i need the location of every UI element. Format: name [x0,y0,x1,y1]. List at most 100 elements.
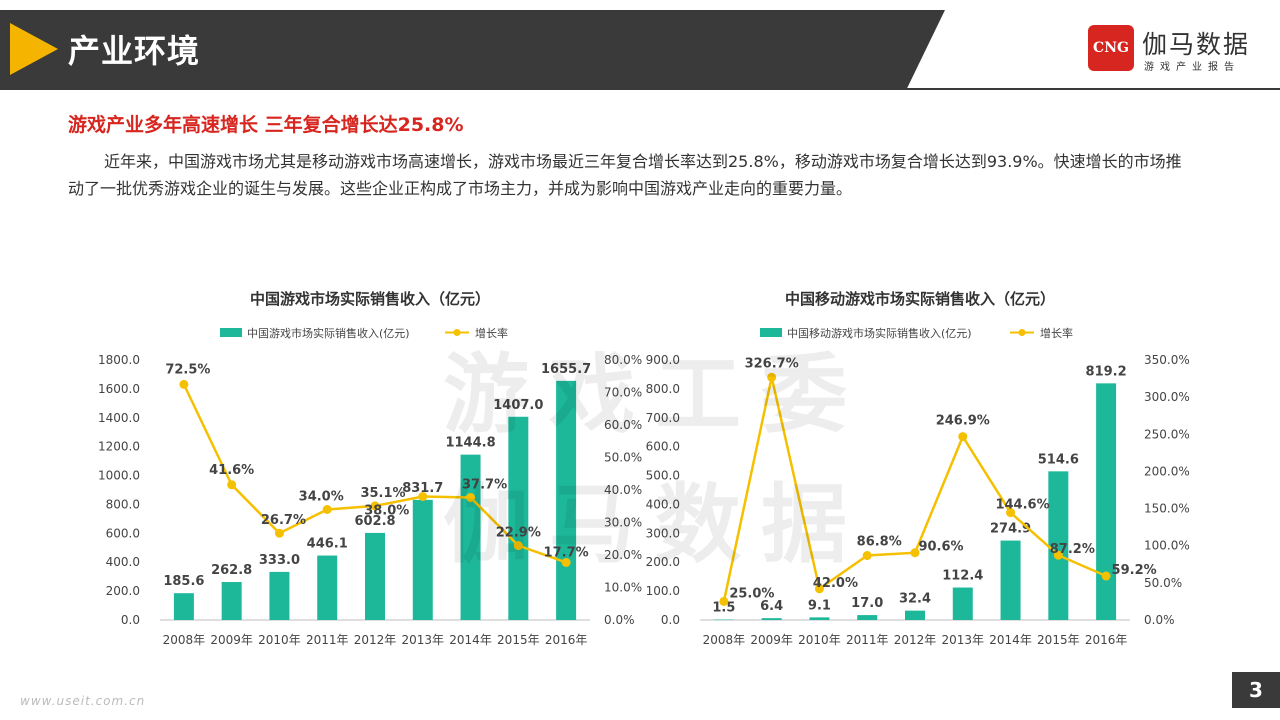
y-left-tick-label: 600.0 [646,440,680,454]
growth-rate-point [274,528,284,538]
growth-rate-label: 22.9% [496,526,541,541]
growth-rate-point [1053,550,1063,560]
bar-value-label: 1655.7 [541,362,591,377]
chart-title: 中国移动游戏市场实际销售收入（亿元） [785,290,1055,308]
bar-value-label: 514.6 [1038,452,1079,467]
y-right-tick-label: 300.0% [1144,390,1190,404]
bar-2015年 [508,416,529,620]
bar-value-label: 9.1 [808,598,831,613]
growth-rate-point [767,372,777,382]
bar-2008年 [173,593,194,620]
bar-2009年 [761,618,782,620]
growth-rate-point [814,584,824,594]
growth-rate-point [561,557,571,567]
bar-value-label: 333.0 [259,553,300,568]
page-number: 3 [1232,672,1280,708]
growth-rate-label: 246.9% [936,414,990,429]
bar-value-label: 1407.0 [493,398,543,413]
bar-2008年 [713,619,734,621]
growth-rate-point [227,480,237,490]
growth-rate-point [1006,508,1016,518]
y-left-tick-label: 400.0 [106,555,140,569]
y-right-tick-label: 150.0% [1144,502,1190,516]
bar-2009年 [221,582,242,620]
bar-value-label: 17.0 [851,596,883,611]
legend-label-line: 增长率 [475,326,508,340]
bar-2016年 [556,380,577,620]
y-left-tick-label: 1600.0 [98,382,140,396]
y-right-tick-label: 80.0% [604,353,642,367]
growth-rate-label: 41.6% [209,463,254,478]
y-left-tick-label: 900.0 [646,353,680,367]
y-left-tick-label: 1200.0 [98,440,140,454]
y-left-tick-label: 0.0 [661,613,680,627]
logo-name: 伽马数据 [1142,30,1251,59]
logo: CNG 伽马数据 游戏产业报告 [1088,25,1278,75]
legend-swatch-bar [760,328,782,337]
bar-value-label: 32.4 [899,592,931,607]
growth-rate-point [370,501,380,511]
x-tick-label: 2010年 [798,633,841,647]
x-tick-label: 2008年 [703,633,746,647]
growth-rate-label: 34.0% [299,490,344,505]
growth-rate-point [958,432,968,442]
y-left-tick-label: 600.0 [106,526,140,540]
y-left-tick-label: 300.0 [646,526,680,540]
growth-rate-point [179,379,189,389]
growth-rate-label: 38.0% [364,504,409,519]
y-right-tick-label: 30.0% [604,516,642,530]
bar-2012年 [365,532,385,620]
growth-rate-label: 35.1% [360,486,405,501]
bar-value-label: 185.6 [163,574,204,589]
x-tick-label: 2014年 [449,633,492,647]
chart-title: 中国游戏市场实际销售收入（亿元） [250,290,490,308]
growth-rate-point [418,492,428,501]
growth-rate-label: 86.8% [857,535,902,550]
y-right-tick-label: 200.0% [1144,464,1190,478]
y-left-tick-label: 800.0 [646,382,680,396]
bar-2011年 [317,555,338,620]
logo-subtitle: 游戏产业报告 [1144,62,1240,73]
legend-swatch-marker [453,329,461,336]
y-left-tick-label: 0.0 [121,613,140,627]
x-tick-label: 2009年 [750,633,793,647]
chart-game-market: 中国游戏市场实际销售收入（亿元） 中国游戏市场实际销售收入(亿元) 增长率 0.0 20… [98,290,642,647]
growth-rate-label: 90.6% [918,540,963,555]
bar-value-label: 262.8 [211,563,252,578]
y-right-tick-label: 0.0% [1144,613,1175,627]
x-tick-label: 2011年 [306,633,349,647]
growth-rate-label: 87.2% [1050,542,1095,557]
x-tick-label: 2016年 [545,633,588,647]
intro-paragraph: 近年来，中国游戏市场尤其是移动游戏市场高速增长，游戏市场最近三年复合增长率达到2… [68,152,1182,198]
legend-label-bar: 中国移动游戏市场实际销售收入(亿元) [787,326,972,340]
growth-rate-point [862,551,872,561]
y-right-tick-label: 50.0% [604,451,642,465]
bar-2010年 [809,617,830,620]
y-left-tick-label: 100.0 [646,584,680,598]
bar-2012年 [905,610,925,620]
bar-2016年 [1096,383,1117,620]
growth-rate-label: 17.7% [544,545,589,560]
bar-value-label: 1.5 [712,601,735,616]
growth-rate-label: 26.7% [261,513,306,528]
bar-2010年 [269,571,290,620]
footer-url: www.useit.com.cn [20,694,146,708]
y-right-tick-label: 0.0% [604,613,635,627]
logo-mark: CNG [1088,25,1134,71]
bar-2013年 [412,499,433,620]
x-tick-label: 2013年 [942,633,985,647]
y-left-tick-label: 700.0 [646,411,680,425]
bar-2013年 [952,587,973,620]
y-right-tick-label: 100.0% [1144,539,1190,553]
bar-2014年 [1000,540,1021,620]
bar-value-label: 112.4 [942,569,983,584]
growth-rate-label: 326.7% [745,356,799,371]
page-title: 产业环境 [68,32,201,70]
header-band [0,10,945,88]
x-tick-label: 2010年 [258,633,301,647]
bar-2015年 [1048,471,1069,620]
bar-value-label: 819.2 [1086,364,1127,379]
legend-swatch-bar [220,328,242,337]
x-tick-label: 2013年 [402,633,445,647]
y-right-tick-label: 250.0% [1144,427,1190,441]
